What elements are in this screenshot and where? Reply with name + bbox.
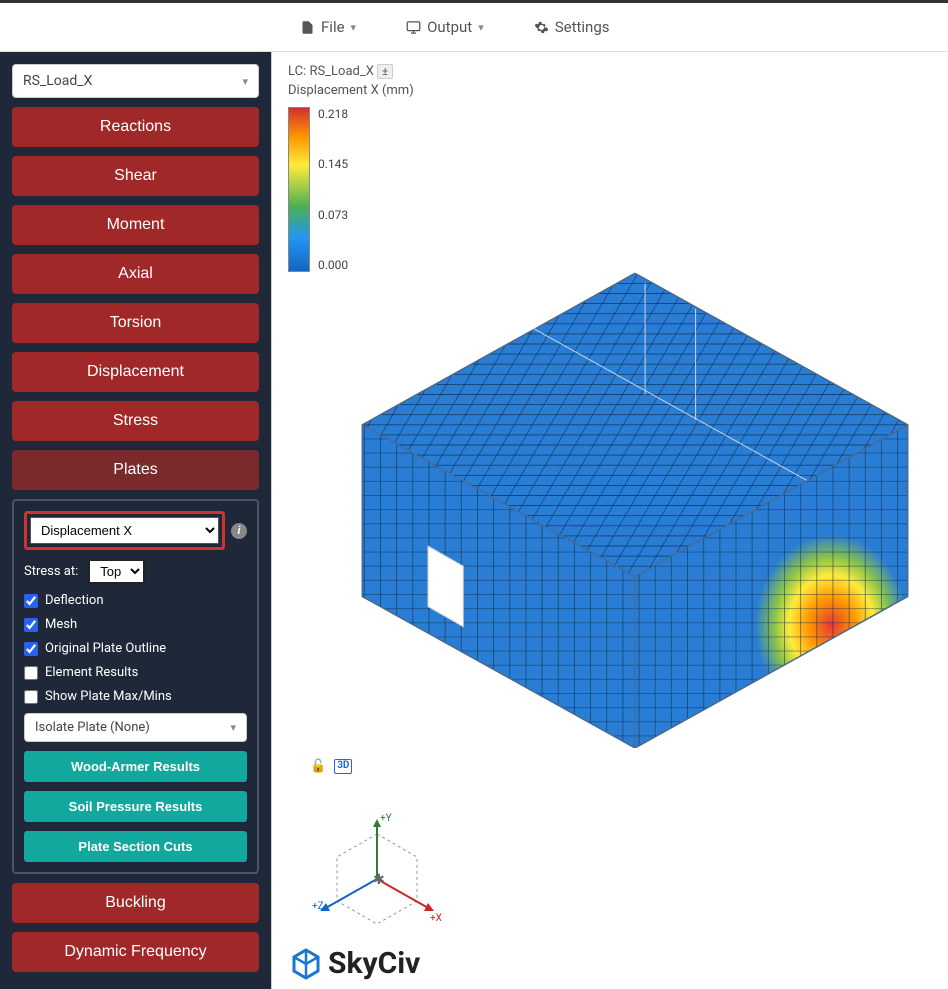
result-subtitle: Displacement X (mm) xyxy=(288,83,414,98)
gradient-bar xyxy=(288,107,310,272)
shear-button[interactable]: Shear xyxy=(12,156,259,196)
lc-prefix: LC: xyxy=(288,64,306,79)
stress-button[interactable]: Stress xyxy=(12,401,259,441)
check-element-results[interactable]: Element Results xyxy=(24,665,247,680)
isolate-plate-select[interactable]: Isolate Plate (None) ▾ xyxy=(24,713,247,742)
gear-icon xyxy=(534,20,549,35)
stress-at-select[interactable]: Top xyxy=(88,559,145,584)
output-label: Output xyxy=(427,18,472,36)
lc-badge-icon[interactable]: ± xyxy=(377,64,393,79)
plates-button[interactable]: Plates xyxy=(12,450,259,490)
skyciv-logo: SkyCiv xyxy=(290,946,420,981)
svg-text:✱: ✱ xyxy=(373,872,385,888)
viewport[interactable]: LC: RS_Load_X ± Displacement X (mm) 0.21… xyxy=(271,52,948,989)
plates-panel: Displacement X i Stress at: Top Deflecti… xyxy=(12,499,259,874)
logo-icon xyxy=(290,948,322,980)
lc-value: RS_Load_X xyxy=(309,64,373,79)
result-type-select[interactable]: Displacement X xyxy=(30,517,219,544)
wood-armer-button[interactable]: Wood-Armer Results xyxy=(24,751,247,782)
settings-menu[interactable]: Settings xyxy=(534,18,610,36)
stress-at-label: Stress at: xyxy=(24,564,78,579)
check-deflection[interactable]: Deflection xyxy=(24,593,247,608)
check-original-outline[interactable]: Original Plate Outline xyxy=(24,641,247,656)
plate-section-cuts-button[interactable]: Plate Section Cuts xyxy=(24,831,247,862)
reactions-button[interactable]: Reactions xyxy=(12,107,259,147)
sidebar: RS_Load_X ▾ Reactions Shear Moment Axial… xyxy=(0,52,271,989)
file-icon xyxy=(300,20,315,35)
main-area: RS_Load_X ▾ Reactions Shear Moment Axial… xyxy=(0,52,948,989)
file-menu[interactable]: File ▾ xyxy=(300,18,356,36)
chevron-down-icon: ▾ xyxy=(351,21,357,34)
topbar: File ▾ Output ▾ Settings xyxy=(0,0,948,52)
svg-text:+X: +X xyxy=(430,913,442,924)
viewport-tool-icons: 🔓 3D xyxy=(310,759,352,774)
output-menu[interactable]: Output ▾ xyxy=(406,18,484,36)
monitor-icon xyxy=(406,20,421,35)
torsion-button[interactable]: Torsion xyxy=(12,303,259,343)
info-icon[interactable]: i xyxy=(231,523,247,539)
fem-model-render[interactable] xyxy=(332,142,938,748)
svg-text:+Z: +Z xyxy=(312,901,324,912)
buckling-button[interactable]: Buckling xyxy=(12,883,259,923)
result-type-select-highlight: Displacement X xyxy=(24,511,225,550)
check-show-max-mins[interactable]: Show Plate Max/Mins xyxy=(24,689,247,704)
load-case-select[interactable]: RS_Load_X ▾ xyxy=(12,64,259,98)
chevron-down-icon: ▾ xyxy=(478,21,484,34)
logo-text: SkyCiv xyxy=(328,946,420,981)
displacement-button[interactable]: Displacement xyxy=(12,352,259,392)
load-case-value: RS_Load_X xyxy=(23,73,92,89)
check-mesh[interactable]: Mesh xyxy=(24,617,247,632)
chevron-down-icon: ▾ xyxy=(242,75,248,88)
axis-triad: +Y +X +Z ✱ xyxy=(312,809,442,929)
moment-button[interactable]: Moment xyxy=(12,205,259,245)
stress-at-row: Stress at: Top xyxy=(24,559,247,584)
view3d-icon[interactable]: 3D xyxy=(334,759,352,774)
axial-button[interactable]: Axial xyxy=(12,254,259,294)
viewport-header: LC: RS_Load_X ± Displacement X (mm) xyxy=(288,64,414,98)
chevron-down-icon: ▾ xyxy=(230,721,236,734)
svg-text:+Y: +Y xyxy=(380,813,392,824)
file-label: File xyxy=(321,18,345,36)
unlock-icon[interactable]: 🔓 xyxy=(310,759,326,774)
soil-pressure-button[interactable]: Soil Pressure Results xyxy=(24,791,247,822)
dynamic-frequency-button[interactable]: Dynamic Frequency xyxy=(12,932,259,972)
settings-label: Settings xyxy=(555,18,610,36)
